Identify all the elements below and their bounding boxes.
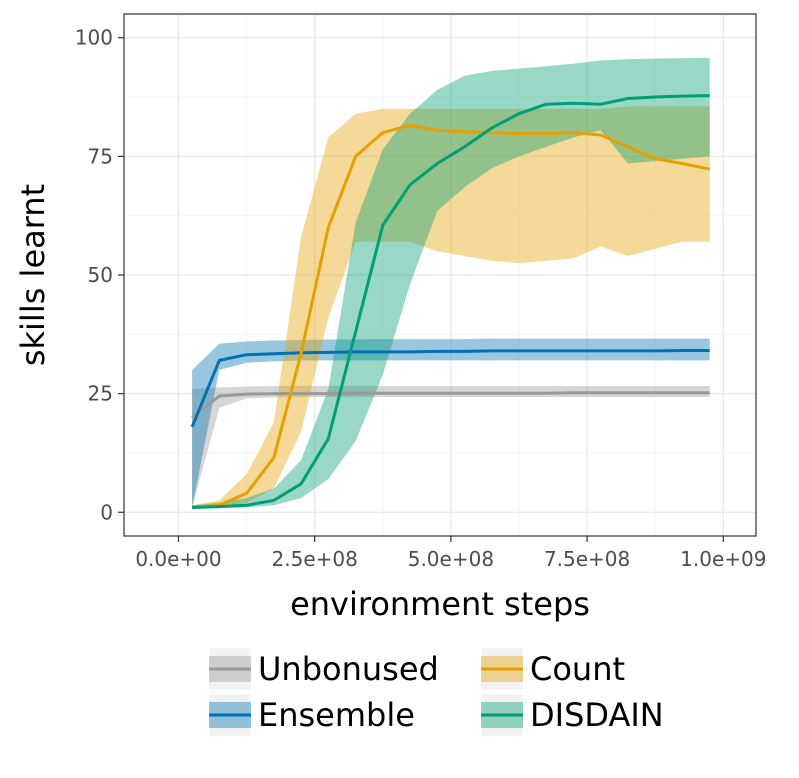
legend-label: Unbonused — [258, 650, 439, 688]
x-tick-label: 1.0e+09 — [680, 547, 766, 571]
y-tick-label: 0 — [100, 500, 113, 524]
disdain-line — [192, 94, 710, 509]
x-axis-title: environment steps — [290, 585, 590, 623]
series-lines — [190, 94, 711, 509]
legend-label: DISDAIN — [530, 696, 664, 734]
disdain-band — [192, 57, 710, 508]
x-tick-label: 5.0e+08 — [408, 547, 494, 571]
legend: Unbonused Ensemble Count DISDAIN — [208, 647, 664, 737]
legend-label: Ensemble — [258, 696, 415, 734]
x-axis: 0.0e+00 2.5e+08 5.0e+08 7.5e+08 1.0e+09 — [135, 536, 766, 571]
y-tick-label: 75 — [88, 144, 113, 168]
y-axis: 0 25 50 75 100 — [75, 26, 124, 524]
unbonused-line — [191, 391, 710, 419]
legend-item-disdain: DISDAIN — [480, 693, 664, 737]
x-tick-label: 2.5e+08 — [272, 547, 358, 571]
ensemble-line — [190, 349, 710, 428]
y-tick-label: 100 — [75, 26, 113, 50]
legend-item-count: Count — [480, 647, 625, 691]
legend-label: Count — [530, 650, 625, 688]
grid-lines — [124, 14, 756, 536]
y-tick-label: 50 — [88, 263, 113, 287]
y-tick-label: 25 — [88, 382, 113, 406]
legend-item-ensemble: Ensemble — [208, 693, 415, 737]
count-band — [192, 106, 710, 508]
x-tick-label: 7.5e+08 — [544, 547, 630, 571]
unbonused-band — [192, 386, 710, 508]
count-line — [191, 124, 711, 509]
y-axis-title: skills learnt — [14, 184, 52, 366]
legend-item-unbonused: Unbonused — [208, 647, 439, 691]
x-tick-label: 0.0e+00 — [135, 547, 221, 571]
